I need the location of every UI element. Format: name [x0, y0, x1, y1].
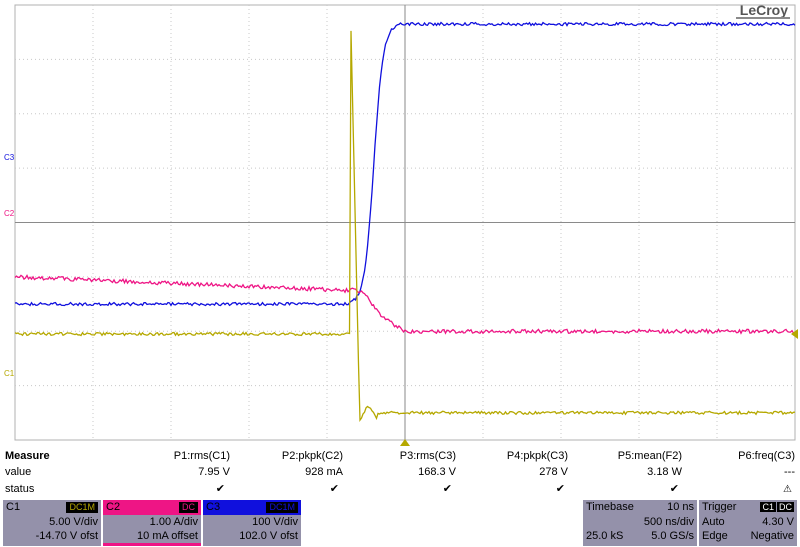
- timebase-samples: 25.0 kS: [586, 529, 623, 543]
- channel-box-c1-label: C1: [6, 501, 20, 513]
- channel-box-c2-offset: 10 mA offset: [103, 529, 201, 543]
- trigger-level: 4.30 V: [762, 516, 794, 528]
- warning-icon: ⚠: [783, 482, 792, 497]
- timebase-rate: 5.0 GS/s: [651, 530, 694, 542]
- trigger-slope: Negative: [751, 530, 794, 542]
- check-icon: ✔: [556, 482, 565, 497]
- channel-marker-c1[interactable]: C1: [4, 370, 14, 378]
- channel-box-c1-offset: -14.70 V ofst: [3, 529, 101, 543]
- param-name-p5[interactable]: P5:mean(F2): [618, 449, 682, 464]
- param-name-p6[interactable]: P6:freq(C3): [738, 449, 795, 464]
- trigger-coupling: DC: [777, 502, 794, 512]
- waveform-grid[interactable]: [0, 0, 800, 445]
- channel-box-c3[interactable]: C3 DC1M 100 V/div 102.0 V ofst: [203, 500, 301, 546]
- channel-marker-c3[interactable]: C3: [4, 154, 14, 162]
- check-icon: ✔: [670, 482, 679, 497]
- trigger-mode: Auto: [702, 515, 725, 529]
- timebase-title: Timebase: [586, 501, 634, 513]
- channel-box-c2-label: C2: [106, 501, 120, 513]
- measure-table: Measure P1:rms(C1) P2:pkpk(C2) P3:rms(C3…: [0, 449, 800, 499]
- status-row-label: status: [5, 482, 34, 497]
- param-value-p5: 3.18 W: [647, 465, 682, 480]
- check-icon: ✔: [216, 482, 225, 497]
- measure-title[interactable]: Measure: [5, 449, 50, 464]
- trigger-title: Trigger: [702, 501, 736, 513]
- check-icon: ✔: [443, 482, 452, 497]
- trigger-source: C1: [760, 502, 776, 512]
- channel-box-c2[interactable]: C2 DC 1.00 A/div 10 mA offset: [103, 500, 201, 546]
- channel-box-c2-coupling: DC: [179, 502, 198, 513]
- param-name-p3[interactable]: P3:rms(C3): [400, 449, 456, 464]
- param-value-p1: 7.95 V: [198, 465, 230, 480]
- trigger-type: Edge: [702, 529, 728, 543]
- timebase-per-div: 500 ns/div: [583, 515, 697, 529]
- check-icon: ✔: [330, 482, 339, 497]
- param-value-p4: 278 V: [539, 465, 568, 480]
- channel-box-c2-scale: 1.00 A/div: [103, 515, 201, 529]
- channel-box-c3-label: C3: [206, 501, 220, 513]
- channel-box-c3-coupling: DC1M: [266, 502, 298, 513]
- channel-marker-c2[interactable]: C2: [4, 210, 14, 218]
- channel-box-c3-offset: 102.0 V ofst: [203, 529, 301, 543]
- trigger-time-marker[interactable]: [400, 439, 410, 446]
- channel-box-c1[interactable]: C1 DC1M 5.00 V/div -14.70 V ofst: [3, 500, 101, 546]
- trigger-box[interactable]: Trigger C1 DC Auto 4.30 V Edge Negative: [699, 500, 797, 546]
- param-name-p1[interactable]: P1:rms(C1): [174, 449, 230, 464]
- channel-box-c3-scale: 100 V/div: [203, 515, 301, 529]
- param-name-p2[interactable]: P2:pkpk(C2): [282, 449, 343, 464]
- channel-box-c1-coupling: DC1M: [66, 502, 98, 513]
- param-value-p2: 928 mA: [305, 465, 343, 480]
- channel-box-c1-scale: 5.00 V/div: [3, 515, 101, 529]
- timebase-box[interactable]: Timebase 10 ns 500 ns/div 25.0 kS 5.0 GS…: [583, 500, 697, 546]
- trigger-level-marker[interactable]: [791, 329, 798, 339]
- param-value-p6: ---: [784, 465, 795, 480]
- timebase-delay: 10 ns: [667, 500, 694, 515]
- value-row-label: value: [5, 465, 31, 480]
- param-name-p4[interactable]: P4:pkpk(C3): [507, 449, 568, 464]
- lecroy-logo: LeCroy: [740, 2, 788, 18]
- param-value-p3: 168.3 V: [418, 465, 456, 480]
